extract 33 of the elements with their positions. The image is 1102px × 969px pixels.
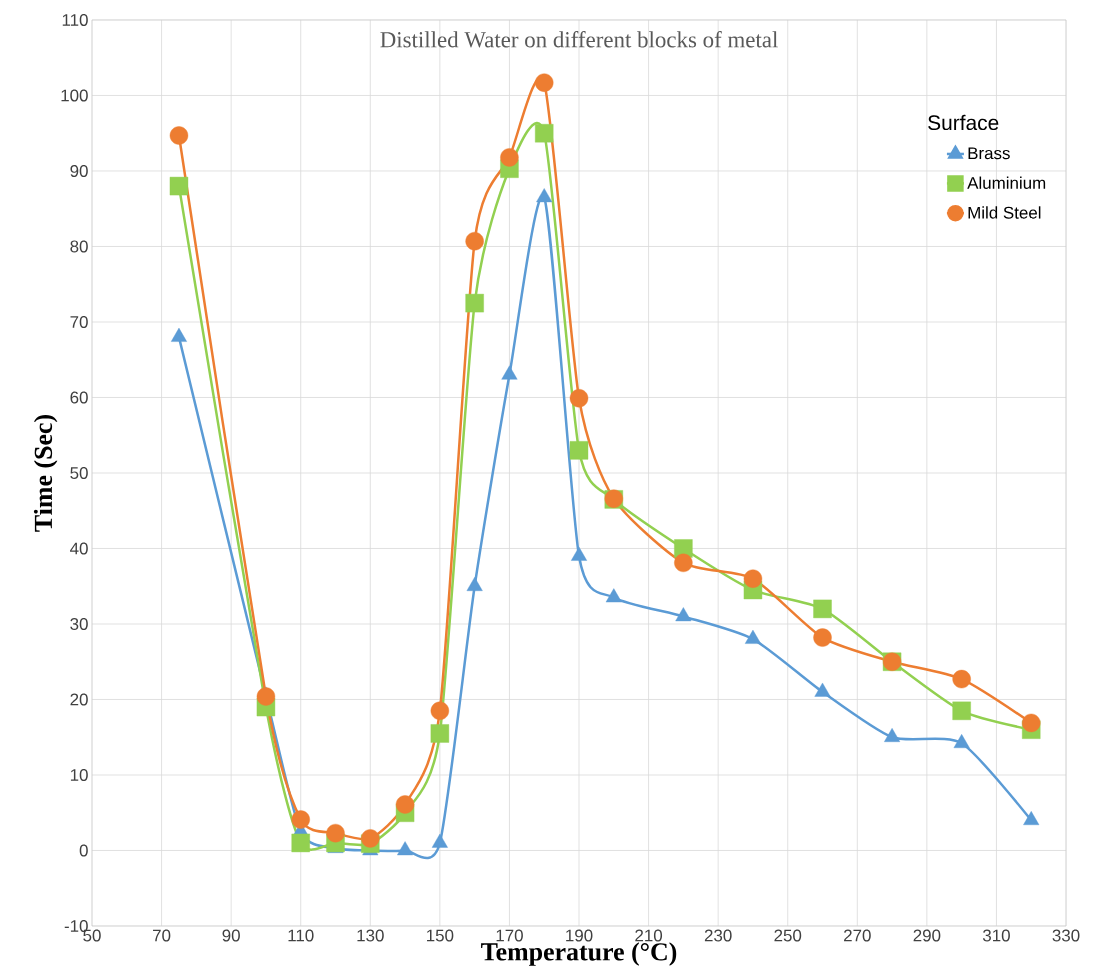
x-tick-label: 210 <box>635 929 663 942</box>
y-tick-label: 50 <box>70 466 88 479</box>
y-tick-label: 20 <box>70 693 88 706</box>
x-tick-label: 290 <box>913 929 941 942</box>
y-tick-label: 80 <box>70 240 88 253</box>
x-axis-title: Temperature (°C) <box>481 942 677 966</box>
x-tick-label: 230 <box>704 929 732 942</box>
legend-label: Mild Steel <box>968 206 1041 219</box>
x-tick-label: 250 <box>774 929 802 942</box>
x-tick-label: 190 <box>566 929 593 942</box>
y-tick-label: 110 <box>62 13 88 26</box>
y-tick-label: 60 <box>70 391 88 404</box>
legend-label: Brass <box>968 147 1010 160</box>
y-axis-title: Time (Sec) <box>33 414 58 532</box>
x-tick-label: 150 <box>427 929 454 942</box>
x-tick-label: 310 <box>982 929 1010 942</box>
x-tick-label: 70 <box>153 929 171 942</box>
legend-label: Aluminium <box>967 176 1046 189</box>
y-tick-label: 0 <box>79 844 88 857</box>
x-tick-label: 170 <box>496 929 523 942</box>
y-tick-label: 100 <box>61 89 88 102</box>
x-tick-label: 330 <box>1052 929 1080 942</box>
x-tick-label: 270 <box>844 929 871 942</box>
y-tick-label: 70 <box>70 315 88 328</box>
y-tick-label: 40 <box>70 542 88 555</box>
y-tick-label: 30 <box>70 617 88 630</box>
x-tick-label: 130 <box>357 929 384 942</box>
y-tick-label: 10 <box>70 768 88 781</box>
chart-title: Distilled Water on different blocks of metal <box>380 31 778 48</box>
legend-title: Surface <box>928 114 999 131</box>
x-tick-label: 110 <box>288 929 314 942</box>
x-tick-label: 90 <box>222 929 240 942</box>
y-tick-label: 90 <box>70 164 88 177</box>
